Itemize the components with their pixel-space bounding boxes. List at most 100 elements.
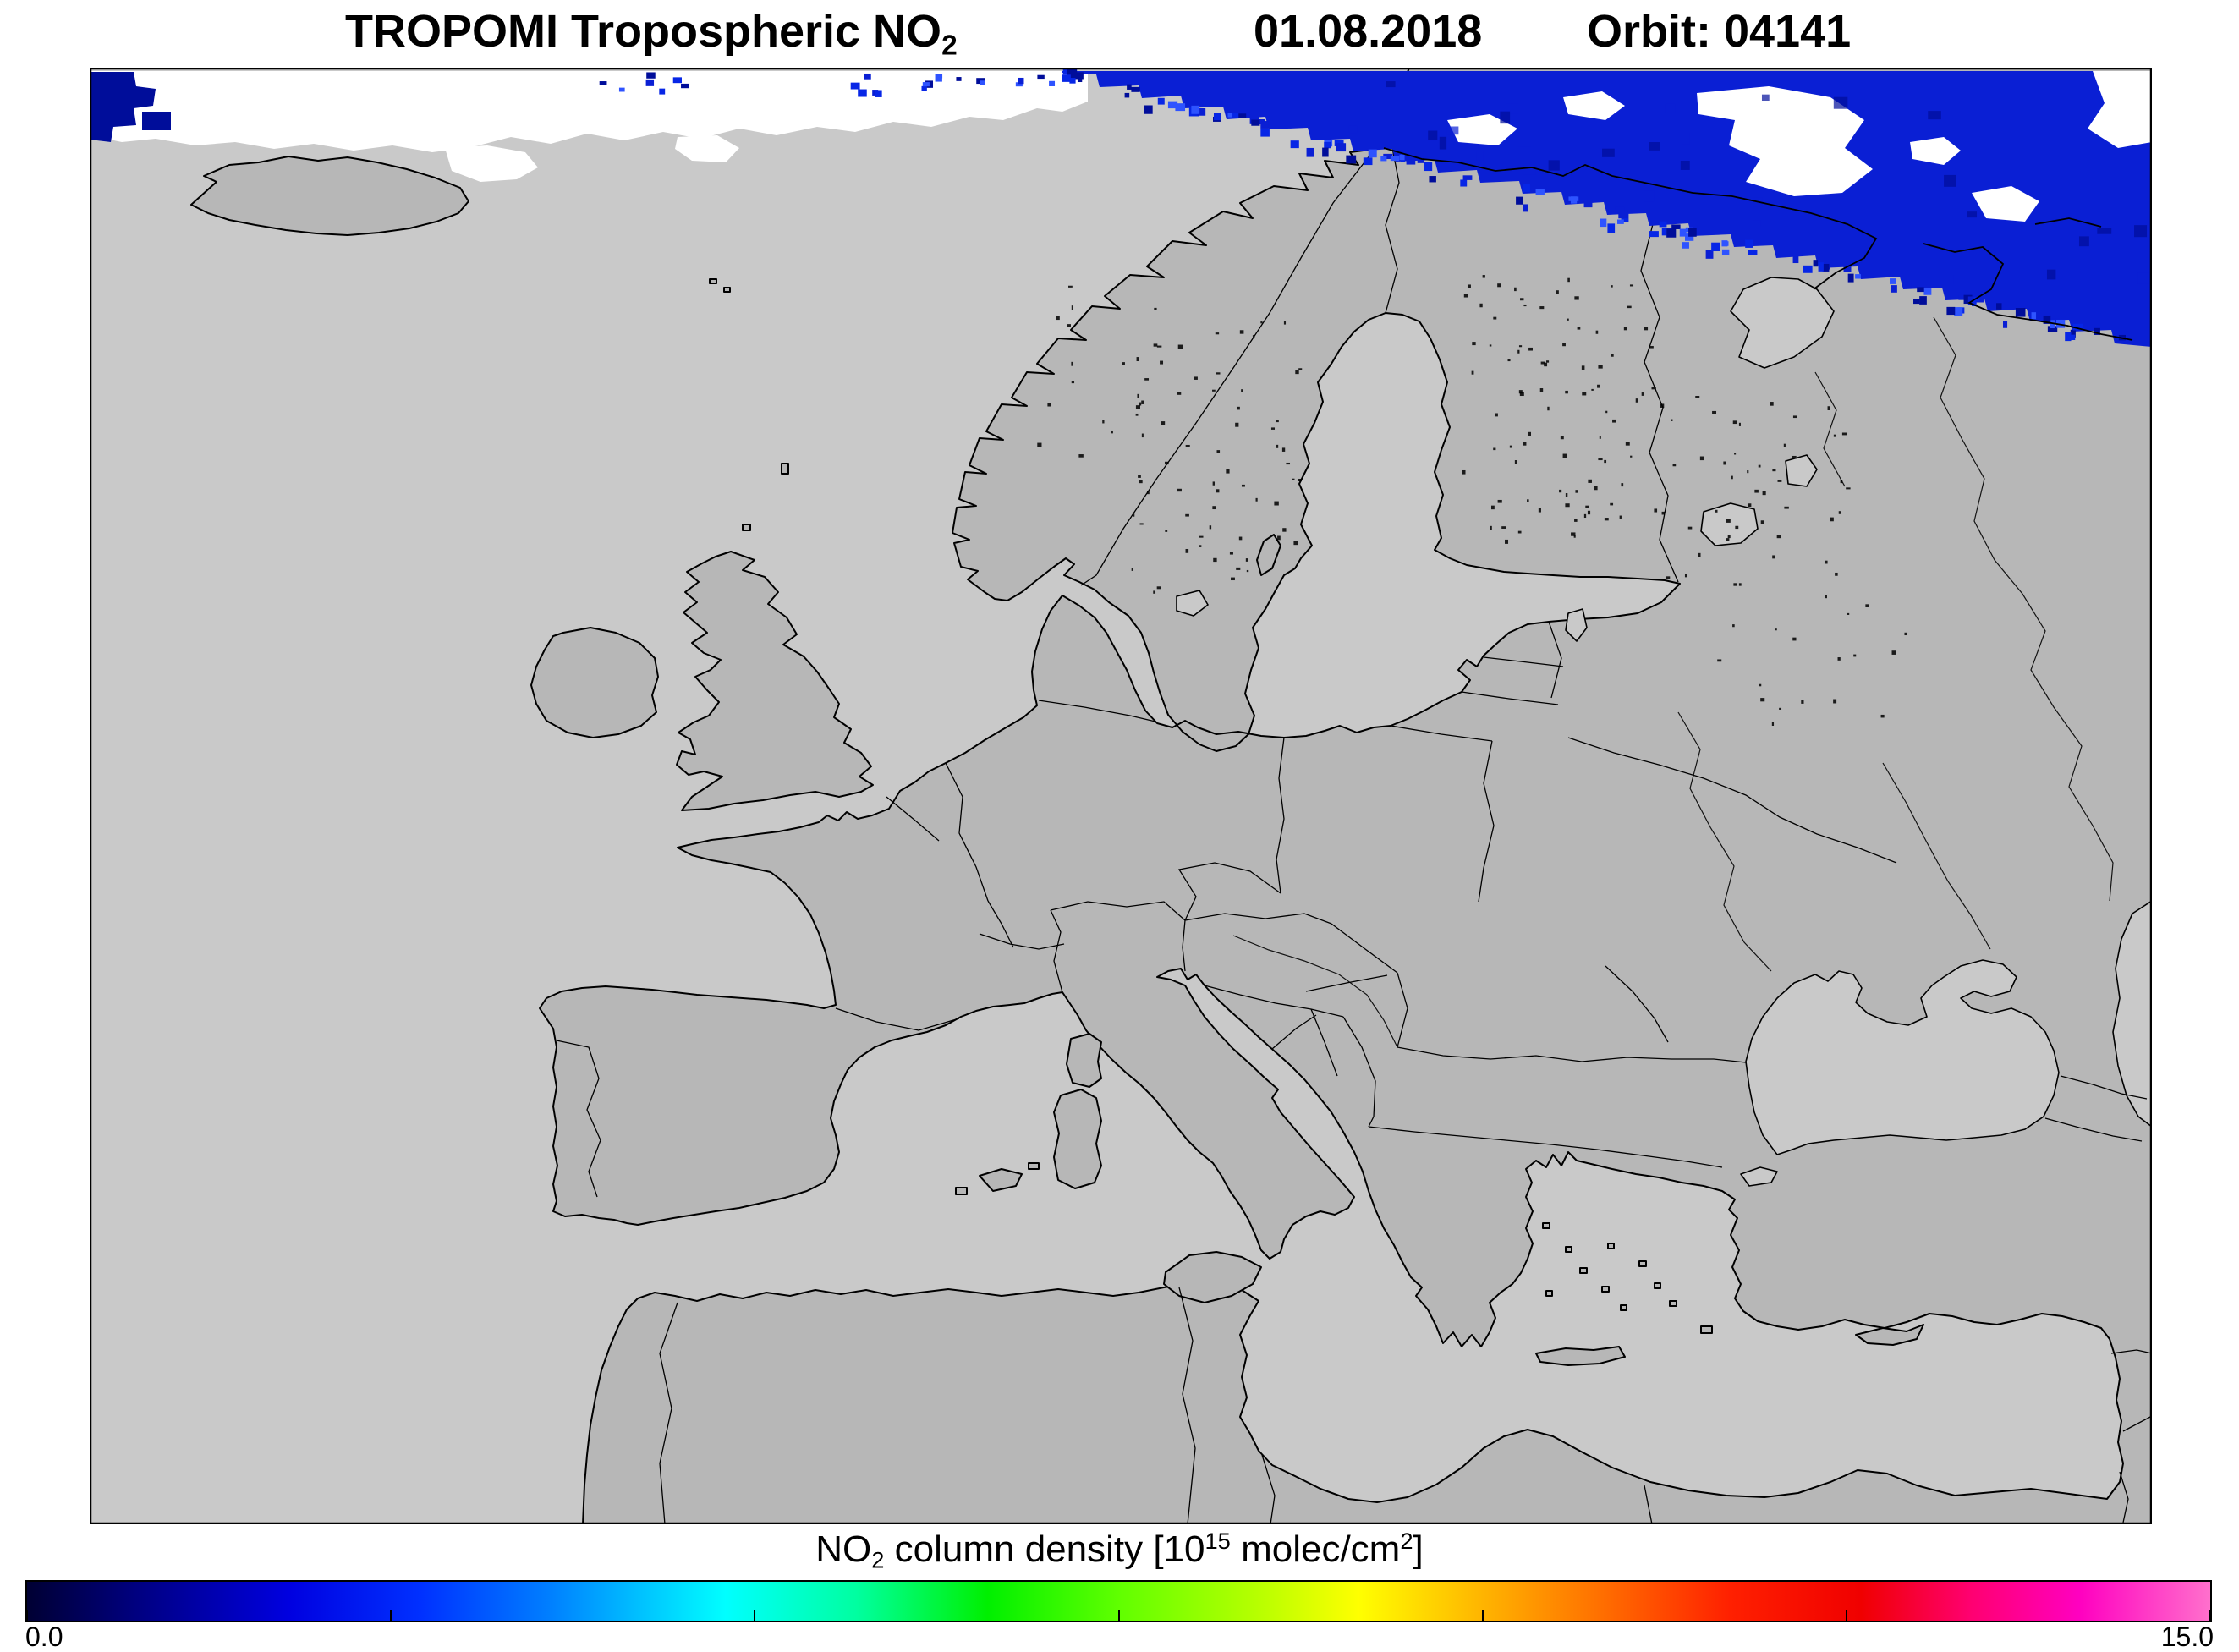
speckle xyxy=(1680,160,1690,170)
speckle xyxy=(1493,316,1497,320)
mallorca xyxy=(979,1168,1023,1192)
speckle xyxy=(1497,499,1502,503)
speckle xyxy=(1762,491,1766,496)
speckle xyxy=(1783,443,1786,447)
speckle xyxy=(1528,431,1532,436)
speckle xyxy=(1517,146,1532,156)
border-morocco-algeria xyxy=(659,1302,678,1524)
speckle xyxy=(1827,406,1830,410)
speckle xyxy=(1635,398,1638,403)
speckle xyxy=(1212,481,1216,486)
speckle xyxy=(1517,349,1520,354)
speckle xyxy=(1136,357,1139,362)
speckle xyxy=(2050,320,2055,329)
speckle xyxy=(1383,153,1393,160)
speckle xyxy=(1734,453,1737,455)
speckle xyxy=(1544,362,1548,367)
speckle xyxy=(1185,513,1189,517)
speckle xyxy=(1671,224,1681,229)
speckle xyxy=(1516,196,1523,205)
speckle xyxy=(1476,151,1484,161)
speckle xyxy=(1139,523,1144,525)
speckle xyxy=(1770,402,1774,406)
speckle xyxy=(1644,327,1649,331)
speckle xyxy=(1627,305,1632,309)
speckle xyxy=(1216,450,1221,453)
speckle xyxy=(1733,583,1737,586)
speckle xyxy=(1252,335,1255,338)
speckle xyxy=(1682,132,1690,145)
speckle xyxy=(1958,294,1965,300)
speckle xyxy=(1276,444,1279,448)
speckle xyxy=(1906,283,1912,288)
speckle xyxy=(1154,307,1157,310)
speckle xyxy=(1835,572,1838,576)
speckle xyxy=(1615,206,1625,212)
speckle xyxy=(1270,427,1276,430)
speckle xyxy=(1611,354,1614,357)
speckle xyxy=(1721,249,1730,255)
speckle xyxy=(1682,242,1689,249)
speckle xyxy=(1695,395,1700,398)
border-finland-russia xyxy=(1640,177,1679,583)
lake-vanern xyxy=(1176,590,1209,617)
colorbar-tick xyxy=(2209,1610,2211,1621)
speckle xyxy=(1641,392,1644,396)
border-moldova xyxy=(1605,965,1669,1043)
speckle xyxy=(1891,650,1896,655)
speckle xyxy=(1479,303,1483,308)
speckle xyxy=(1562,343,1566,347)
speckle xyxy=(1122,362,1125,365)
speckle xyxy=(1528,347,1533,351)
speckle xyxy=(1241,484,1245,487)
river-dnieper xyxy=(1677,711,1772,972)
speckle xyxy=(1519,392,1524,397)
map-border xyxy=(90,68,2152,1524)
speckle xyxy=(1838,511,1841,514)
speckle xyxy=(1547,406,1550,411)
border-ukraine-russia xyxy=(1567,737,1897,864)
speckle xyxy=(1156,586,1161,590)
speckle xyxy=(1565,493,1568,497)
colorbar-tick xyxy=(1845,1610,1847,1621)
speckle xyxy=(1037,442,1042,447)
speckle xyxy=(1482,275,1485,278)
no2-swath-blue xyxy=(1062,71,2152,347)
interior-seas-layer xyxy=(1176,277,2152,1187)
speckle xyxy=(1439,136,1447,150)
speckle xyxy=(1236,567,1241,570)
cloud-in-swath-5 xyxy=(1563,91,1625,120)
speckle xyxy=(1946,306,1956,316)
speckle xyxy=(1074,72,1084,80)
colorbar-title-sup2: 2 xyxy=(1400,1528,1413,1554)
speckle xyxy=(1573,535,1576,538)
speckle xyxy=(1191,105,1200,114)
border-caucasus-2 xyxy=(2044,1117,2143,1142)
speckle xyxy=(1290,140,1299,149)
speckle xyxy=(1761,94,1770,102)
speckle xyxy=(1062,74,1071,82)
cyprus xyxy=(1855,1324,1924,1346)
speckle xyxy=(1784,506,1789,509)
speckle xyxy=(1467,284,1471,288)
speckle xyxy=(1139,480,1143,484)
speckle xyxy=(1548,160,1560,171)
speckle xyxy=(1282,528,1287,532)
speckle xyxy=(1460,179,1468,187)
sea-of-marmara xyxy=(1740,1166,1778,1187)
speckle xyxy=(681,83,689,89)
speckle xyxy=(2043,315,2051,324)
speckle xyxy=(1274,501,1279,506)
speckle xyxy=(1135,405,1140,409)
aegean-isle-2 xyxy=(1565,1246,1572,1253)
speckle xyxy=(1535,189,1545,195)
speckle xyxy=(1847,273,1854,283)
speckle xyxy=(1514,287,1517,292)
speckle xyxy=(1399,154,1405,161)
speckle xyxy=(1619,515,1622,519)
speckle xyxy=(1509,445,1512,448)
speckle xyxy=(1967,296,1974,305)
colorbar-min-label: 0.0 xyxy=(25,1622,63,1652)
speckle xyxy=(1523,304,1527,307)
speckle xyxy=(1489,344,1492,347)
